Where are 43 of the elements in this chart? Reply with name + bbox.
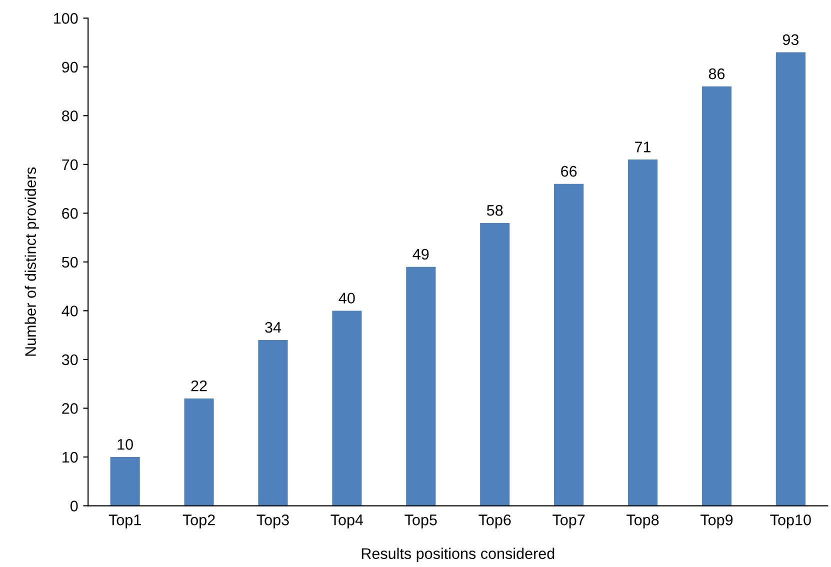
x-tick-label: Top8 (626, 514, 659, 528)
y-axis-title: Number of distinct providers (24, 167, 39, 356)
bar (406, 266, 436, 506)
bar (110, 457, 140, 506)
x-tick-label: Top7 (552, 514, 585, 528)
bar (776, 52, 806, 506)
data-label: 86 (708, 68, 725, 80)
bar (554, 184, 584, 506)
y-tick-label: 100 (54, 13, 78, 24)
x-tick-label: Top4 (330, 514, 364, 528)
y-tick-label: 0 (70, 500, 78, 512)
x-axis-title: Results positions considered (362, 548, 554, 562)
data-label: 93 (782, 34, 799, 46)
y-tick-label: 20 (62, 403, 78, 414)
data-label: 71 (635, 142, 651, 152)
y-tick-label: 50 (62, 256, 78, 268)
y-tick-label: 40 (62, 306, 78, 316)
data-label: 66 (561, 166, 577, 177)
bar (332, 310, 362, 506)
x-tick-label: Top2 (182, 514, 215, 528)
bar (184, 398, 214, 506)
y-tick-label: 90 (62, 62, 78, 73)
bar (702, 86, 732, 506)
data-label: 40 (338, 292, 355, 304)
data-label: 22 (191, 380, 207, 392)
y-tick-label: 30 (62, 354, 78, 366)
bar (258, 340, 288, 506)
x-tick-label: Top10 (770, 514, 811, 528)
data-label: 10 (118, 438, 133, 450)
bar (628, 160, 658, 506)
x-tick-label: Top5 (404, 514, 437, 528)
x-tick-label: Top6 (478, 514, 511, 528)
y-tick-label: 60 (62, 208, 78, 219)
bar (480, 222, 510, 506)
data-label: 58 (486, 204, 503, 216)
y-tick-label: 70 (62, 159, 78, 170)
x-tick-label: Top3 (256, 514, 289, 528)
x-tick-label: Top1 (108, 514, 141, 528)
data-label: 34 (265, 322, 282, 333)
y-tick-label: 80 (62, 110, 78, 122)
y-tick-label: 10 (62, 452, 78, 463)
x-tick-label: Top9 (700, 514, 733, 528)
data-label: 49 (412, 248, 429, 260)
